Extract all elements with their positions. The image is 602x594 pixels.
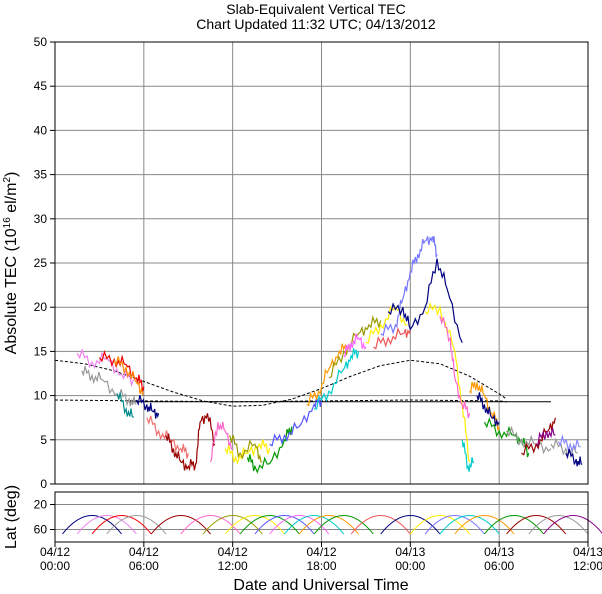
lat-track bbox=[269, 515, 330, 535]
lat-track bbox=[91, 515, 152, 535]
lat-track bbox=[106, 515, 167, 535]
lat-track bbox=[484, 515, 544, 535]
series-yellow3 bbox=[424, 302, 471, 463]
lat-track bbox=[528, 515, 589, 535]
lat-track bbox=[439, 515, 500, 535]
series-pink2 bbox=[439, 315, 471, 419]
y-tick-label: 5 bbox=[40, 433, 47, 447]
x-tick-time: 06:00 bbox=[484, 559, 514, 573]
x-axis-label: Date and Universal Time bbox=[233, 577, 408, 594]
series-navy2 bbox=[476, 392, 500, 427]
series-purple bbox=[380, 236, 438, 337]
y-tick-label: 25 bbox=[34, 256, 48, 270]
series-salmon bbox=[146, 415, 189, 459]
series-darkblue bbox=[387, 258, 463, 343]
x-tick-date: 04/12 bbox=[40, 545, 70, 559]
series-purple2 bbox=[535, 427, 556, 447]
lat-axis-label: Lat (deg) bbox=[3, 485, 20, 549]
lat-track bbox=[380, 515, 441, 535]
lat-tick-label: 60 bbox=[34, 523, 48, 537]
lat-track bbox=[150, 515, 211, 535]
chart-subtitle: Chart Updated 11:32 UTC; 04/13/2012 bbox=[196, 16, 436, 32]
y-axis-label-close: ) bbox=[3, 172, 20, 177]
y-tick-label: 45 bbox=[34, 79, 48, 93]
x-tick-date: 04/13 bbox=[573, 545, 602, 559]
lat-tick-label: 20 bbox=[34, 498, 48, 512]
series-green bbox=[246, 426, 293, 474]
series-violet2 bbox=[343, 333, 367, 358]
y-tick-label: 20 bbox=[34, 300, 48, 314]
x-tick-time: 18:00 bbox=[306, 559, 336, 573]
y-axis-label-unit-exp: 2 bbox=[2, 177, 13, 183]
y-tick-label: 0 bbox=[40, 477, 47, 491]
series-pink bbox=[209, 421, 233, 463]
x-tick-time: 00:00 bbox=[395, 559, 425, 573]
lat-track bbox=[543, 515, 602, 535]
chart-title: Slab-Equivalent Vertical TEC bbox=[226, 1, 406, 17]
lat-track bbox=[284, 515, 345, 535]
x-tick-time: 12:00 bbox=[218, 559, 248, 573]
x-tick-date: 04/13 bbox=[395, 545, 425, 559]
series-gray2 bbox=[506, 425, 552, 455]
lat-track bbox=[313, 515, 374, 535]
series-green2 bbox=[483, 416, 530, 458]
x-tick-date: 04/12 bbox=[129, 545, 159, 559]
y-tick-label: 30 bbox=[34, 212, 48, 226]
y-axis-label-main: Absolute TEC (10 bbox=[3, 228, 20, 354]
y-axis-label: Absolute TEC (1016 el/m2) bbox=[2, 172, 20, 355]
y-axis-label-exp: 16 bbox=[2, 217, 13, 229]
y-tick-label: 50 bbox=[34, 35, 48, 49]
series-orange3 bbox=[469, 381, 500, 431]
series-yellow2 bbox=[365, 305, 408, 344]
lat-track bbox=[424, 515, 485, 535]
series-olive bbox=[229, 434, 263, 463]
series-yellow bbox=[224, 439, 271, 465]
series-olive2 bbox=[328, 314, 382, 379]
main-plot-gridlines bbox=[55, 42, 588, 484]
lat-track bbox=[239, 515, 300, 535]
y-tick-label: 35 bbox=[34, 168, 48, 182]
y-tick-label: 10 bbox=[34, 389, 48, 403]
series-blue bbox=[269, 396, 323, 447]
lat-track bbox=[298, 515, 359, 535]
lat-tracks bbox=[62, 515, 602, 535]
lat-track bbox=[76, 515, 137, 535]
series-gray bbox=[81, 365, 137, 407]
lat-track bbox=[62, 515, 122, 535]
x-tick-time: 12:00 bbox=[573, 559, 602, 573]
x-tick-date: 04/12 bbox=[218, 545, 248, 559]
series-navy bbox=[135, 395, 160, 419]
x-tick-date: 04/13 bbox=[484, 545, 514, 559]
lat-track bbox=[180, 515, 241, 535]
lat-track bbox=[409, 515, 470, 535]
series-orange bbox=[113, 356, 145, 396]
series-lavender bbox=[557, 433, 581, 454]
series-salmon2 bbox=[372, 327, 411, 350]
y-tick-label: 15 bbox=[34, 344, 48, 358]
x-axis-ticks: 04/1200:0004/1206:0004/1212:0004/1218:00… bbox=[40, 542, 602, 573]
lat-track bbox=[224, 515, 285, 535]
y-axis-label-unit: el/m bbox=[3, 183, 20, 218]
series-cyan2 bbox=[461, 439, 475, 472]
x-tick-time: 00:00 bbox=[40, 559, 70, 573]
lat-track bbox=[350, 515, 411, 535]
x-tick-time: 06:00 bbox=[129, 559, 159, 573]
series-orange2 bbox=[306, 343, 349, 407]
y-axis-ticks: 0 5 10 15 20 25 30 35 40 45 50 bbox=[34, 35, 55, 491]
data-series bbox=[76, 236, 583, 474]
series-teal bbox=[116, 392, 134, 419]
lat-track bbox=[506, 515, 567, 535]
y-tick-label: 40 bbox=[34, 123, 48, 137]
lat-track bbox=[202, 515, 263, 535]
series-maroon bbox=[165, 413, 216, 472]
lat-plot-gridlines bbox=[55, 492, 588, 542]
series-cyan bbox=[314, 348, 360, 410]
lat-track bbox=[254, 515, 315, 535]
series-red bbox=[98, 350, 145, 392]
lat-track bbox=[454, 515, 515, 535]
x-tick-date: 04/12 bbox=[306, 545, 336, 559]
series-navy3 bbox=[565, 448, 583, 467]
